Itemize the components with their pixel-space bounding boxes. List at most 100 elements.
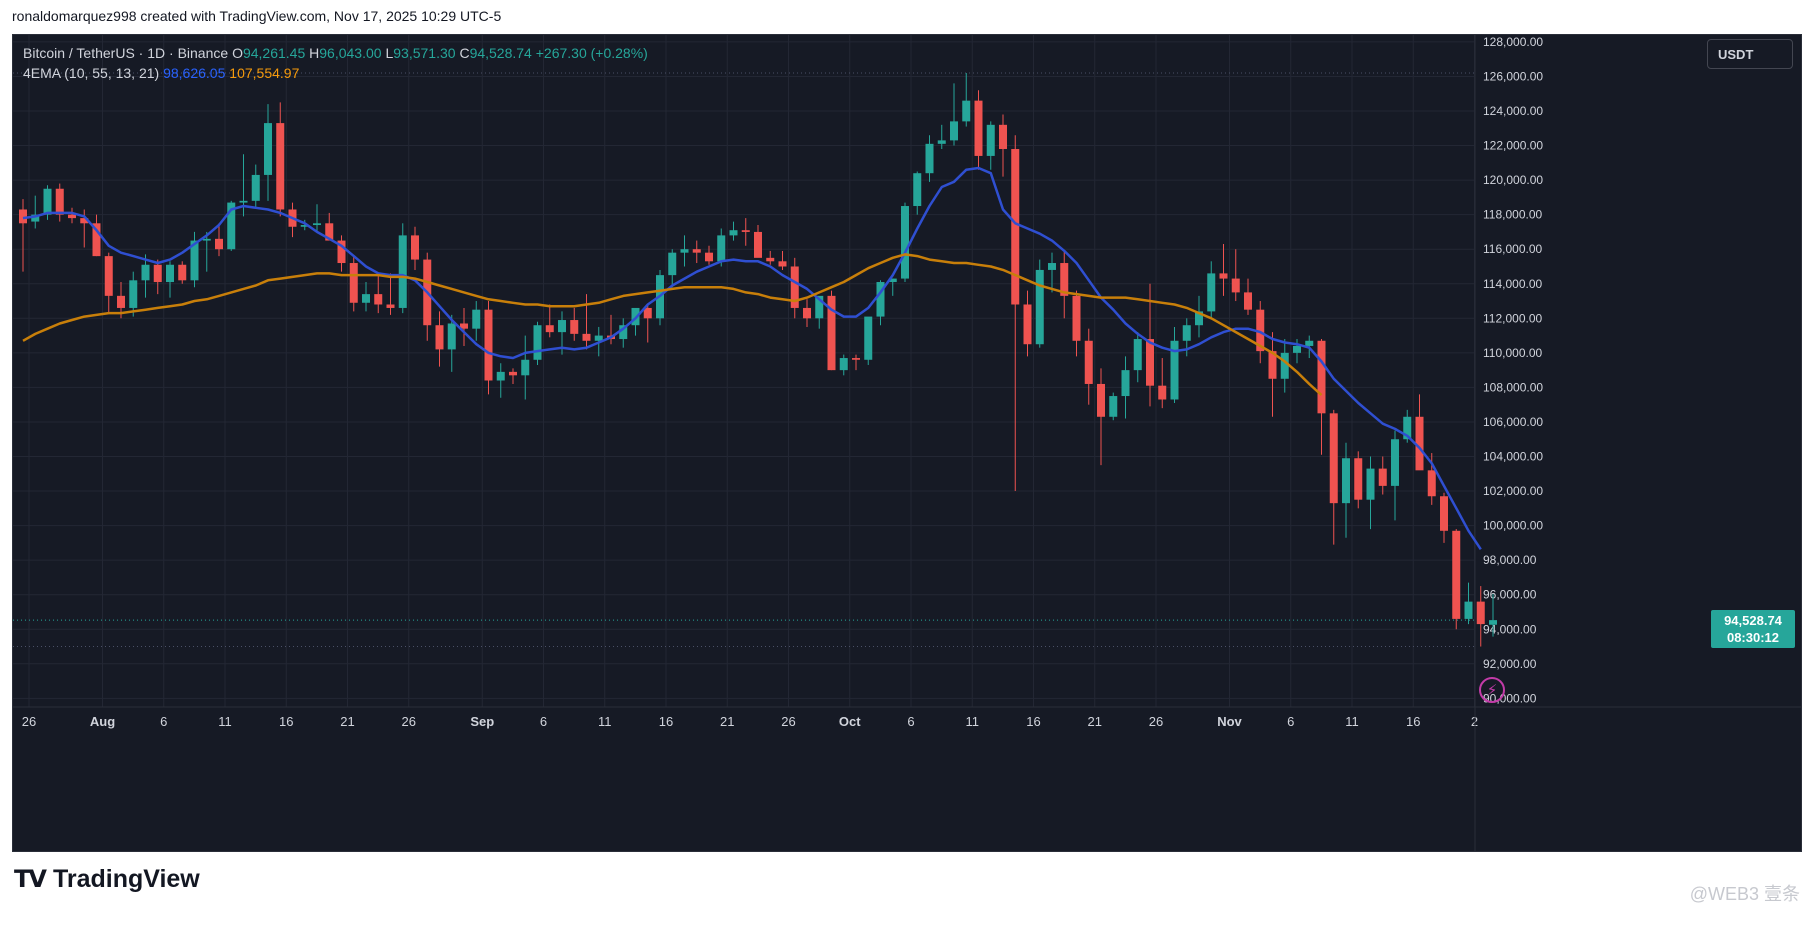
candle-body xyxy=(1158,385,1167,400)
candle-body xyxy=(141,264,150,281)
ema-fast-line xyxy=(22,166,1482,550)
candle-body xyxy=(1207,273,1216,312)
tradingview-logo[interactable]: TV TradingView xyxy=(14,864,200,894)
candle-body xyxy=(1440,496,1448,531)
candle-body xyxy=(19,209,27,224)
x-tick-label: 21 xyxy=(1088,714,1102,729)
currency-button[interactable]: USDT xyxy=(1707,39,1793,69)
candle-body xyxy=(839,358,848,371)
candle-body xyxy=(1109,396,1118,417)
candle-body xyxy=(411,235,419,260)
plot-background xyxy=(13,35,1801,851)
y-tick-label: 126,000.00 xyxy=(1483,69,1543,83)
y-tick-label: 110,000.00 xyxy=(1483,346,1542,360)
tv-logo-icon: TV xyxy=(14,865,47,893)
candle-body xyxy=(680,249,689,253)
x-tick-label: 16 xyxy=(659,714,673,729)
candle-body xyxy=(986,124,995,156)
candle-body xyxy=(251,174,260,201)
y-tick-label: 98,000.00 xyxy=(1483,553,1537,567)
candle-body xyxy=(778,261,787,267)
ema-slow-value: 107,554.97 xyxy=(229,65,300,81)
candle-body xyxy=(276,123,285,210)
candle-body xyxy=(901,206,909,279)
candle-body xyxy=(1366,468,1375,500)
candle-body xyxy=(239,200,248,203)
candle-body xyxy=(766,257,775,262)
y-tick-label: 96,000.00 xyxy=(1483,588,1537,602)
y-tick-label: 118,000.00 xyxy=(1483,208,1542,222)
candle-body xyxy=(1415,416,1424,471)
candle-body xyxy=(55,188,64,215)
y-tick-label: 120,000.00 xyxy=(1483,173,1543,187)
x-tick-label: 16 xyxy=(1406,714,1420,729)
candle-body xyxy=(790,266,799,308)
candle-body xyxy=(104,256,113,296)
candle-body xyxy=(43,188,52,215)
candle-body xyxy=(852,358,860,360)
candle-body xyxy=(582,333,591,341)
candle-body xyxy=(717,235,726,262)
y-tick-label: 94,000.00 xyxy=(1483,622,1537,636)
x-tick-label: Aug xyxy=(90,714,115,729)
candle-body xyxy=(1305,340,1314,346)
candle-body xyxy=(533,325,542,360)
candle-body xyxy=(668,252,677,276)
watermark: @WEB3 壹条 xyxy=(1689,884,1800,904)
y-tick-label: 122,000.00 xyxy=(1483,139,1543,153)
x-tick-label: 26 xyxy=(781,714,795,729)
candle-body xyxy=(68,214,76,219)
x-tick-label: 11 xyxy=(966,714,980,729)
candle-body xyxy=(619,325,628,340)
candle-body xyxy=(374,294,383,305)
candle-body xyxy=(521,359,530,376)
symbol-title[interactable]: Bitcoin / TetherUS · 1D · Binance xyxy=(23,45,229,61)
candle-body xyxy=(1268,351,1277,379)
candle-body xyxy=(349,263,358,303)
candle-body xyxy=(1403,416,1412,440)
candle-body xyxy=(129,280,138,308)
candle-body xyxy=(1329,413,1338,504)
candle-body xyxy=(815,295,824,319)
y-tick-label: 116,000.00 xyxy=(1483,242,1542,256)
candlestick-chart[interactable]: 90,000.0092,000.0094,000.0096,000.0098,0… xyxy=(13,35,1801,851)
candle-body xyxy=(803,307,811,319)
close-value: 94,528.74 xyxy=(469,45,532,61)
candle-body xyxy=(1072,295,1081,341)
y-tick-label: 106,000.00 xyxy=(1483,415,1543,429)
candle-body xyxy=(1391,439,1399,486)
last-price-tag: 94,528.74 08:30:12 xyxy=(1711,610,1795,649)
candle-body xyxy=(215,238,223,250)
indicator-name[interactable]: 4EMA (10, 55, 13, 21) xyxy=(23,65,160,81)
candle-body xyxy=(950,121,958,141)
candle-body xyxy=(386,304,395,308)
lightning-icon[interactable]: ⚡ xyxy=(1479,677,1505,703)
candle-body xyxy=(1011,149,1020,305)
candle-body xyxy=(729,230,738,236)
candle-body xyxy=(484,309,493,381)
y-tick-label: 124,000.00 xyxy=(1483,104,1543,118)
x-tick-label: 16 xyxy=(1026,714,1040,729)
high-value: 96,043.00 xyxy=(319,45,382,61)
candle-body xyxy=(1060,263,1069,296)
high-label: H xyxy=(309,45,320,61)
chart-panel[interactable]: 90,000.00 92,000.00 94,000.00 96,000.00 98,0… xyxy=(12,34,1802,852)
open-label: O xyxy=(232,45,243,61)
candle-body xyxy=(1023,304,1032,345)
candle-body xyxy=(264,123,272,175)
y-tick-label: 114,000.00 xyxy=(1483,277,1542,291)
x-tick-label: 11 xyxy=(218,714,232,729)
candle-body xyxy=(1354,458,1363,500)
candle-body xyxy=(741,230,750,232)
y-tick-label: 112,000.00 xyxy=(1483,311,1542,325)
candle-body xyxy=(962,100,971,122)
candle-body xyxy=(827,295,836,371)
x-tick-label: 6 xyxy=(1287,714,1294,729)
y-tick-label: 104,000.00 xyxy=(1483,450,1543,464)
y-tick-label: 102,000.00 xyxy=(1483,484,1543,498)
open-value: 94,261.45 xyxy=(242,45,306,61)
candle-body xyxy=(1170,340,1179,400)
candle-body xyxy=(925,143,934,174)
candle-body xyxy=(1146,339,1154,386)
x-tick-label: 6 xyxy=(540,714,547,729)
